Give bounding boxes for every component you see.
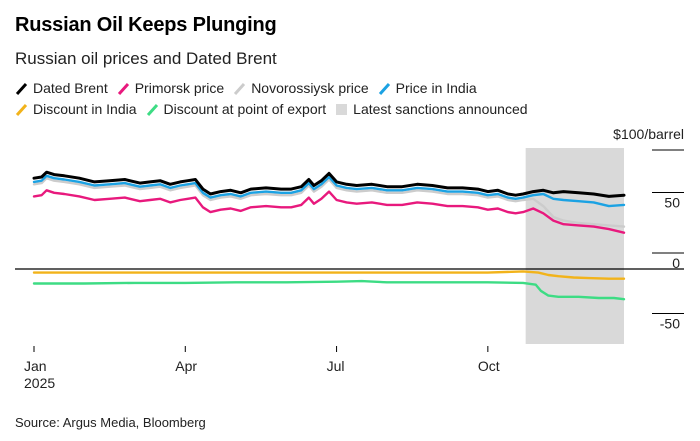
legend-item-price-in-india: Price in India bbox=[378, 80, 477, 96]
legend-item-discount-india: Discount in India bbox=[15, 101, 137, 117]
series-line-discount-in-india bbox=[32, 270, 626, 280]
legend-swatch-line bbox=[15, 103, 28, 116]
x-tick-label: Jul bbox=[327, 358, 345, 374]
series-line-primorsk-price bbox=[32, 189, 626, 234]
x-tick-label: Apr bbox=[175, 358, 197, 374]
legend-label: Discount in India bbox=[33, 101, 137, 117]
legend-label: Novorossiysk price bbox=[251, 80, 369, 96]
legend-label: Primorsk price bbox=[134, 80, 225, 96]
legend-item-discount-export: Discount at point of export bbox=[146, 101, 327, 117]
series-line-price-in-india bbox=[32, 174, 626, 208]
shade-layer bbox=[525, 148, 624, 344]
legend-swatch-discount-export bbox=[146, 103, 158, 116]
legend-item-dated-brent: Dated Brent bbox=[15, 80, 108, 96]
y-tick-label: 0 bbox=[672, 255, 680, 271]
legend-row-1: Dated Brent Primorsk price Novorossiysk … bbox=[15, 80, 486, 96]
series-line-discount-at-point-of-export bbox=[32, 279, 626, 301]
chart-subtitle: Russian oil prices and Dated Brent bbox=[15, 49, 277, 68]
y-tick-label: -50 bbox=[660, 315, 680, 331]
legend-swatch-line bbox=[378, 82, 390, 95]
sanctions-shaded-region bbox=[525, 148, 624, 344]
legend-swatch-line bbox=[15, 82, 28, 95]
legend-swatch-novorossiysk bbox=[234, 82, 246, 95]
x-tick-label: Jan bbox=[24, 358, 47, 374]
legend-row-2: Discount in India Discount at point of e… bbox=[15, 101, 537, 117]
legend-label: Dated Brent bbox=[33, 80, 108, 96]
source-note: Source: Argus Media, Bloomberg bbox=[15, 415, 206, 430]
legend-swatch-primorsk bbox=[117, 82, 129, 95]
x-tick-label: Oct bbox=[478, 358, 500, 374]
legend-item-primorsk: Primorsk price bbox=[117, 80, 224, 96]
series-line-novorossiysk-price bbox=[32, 176, 626, 228]
axis-layer bbox=[15, 149, 684, 352]
legend-label: Latest sanctions announced bbox=[353, 101, 528, 117]
chart-title: Russian Oil Keeps Plunging bbox=[15, 14, 277, 36]
legend-swatch-discount-india bbox=[15, 103, 28, 116]
legend-item-sanctions: Latest sanctions announced bbox=[335, 101, 528, 117]
x-tick-sublabel: 2025 bbox=[24, 375, 55, 391]
series-line-dated-brent bbox=[32, 170, 626, 198]
series-layer bbox=[32, 170, 626, 301]
legend-swatch-box bbox=[336, 103, 348, 115]
legend-swatch-dated-brent bbox=[15, 82, 28, 95]
legend-swatch-line bbox=[146, 103, 158, 116]
legend-swatch-line bbox=[117, 82, 129, 95]
legend-label: Price in India bbox=[395, 80, 477, 96]
legend-swatch-price-in-india bbox=[378, 82, 390, 95]
legend-swatch-sanctions bbox=[336, 103, 348, 115]
unit-label: $100/barrel bbox=[613, 126, 684, 142]
legend-label: Discount at point of export bbox=[163, 101, 327, 117]
legend-swatch-line bbox=[234, 82, 246, 95]
legend-item-novorossiysk: Novorossiysk price bbox=[233, 80, 369, 96]
y-tick-label: 50 bbox=[664, 194, 680, 210]
